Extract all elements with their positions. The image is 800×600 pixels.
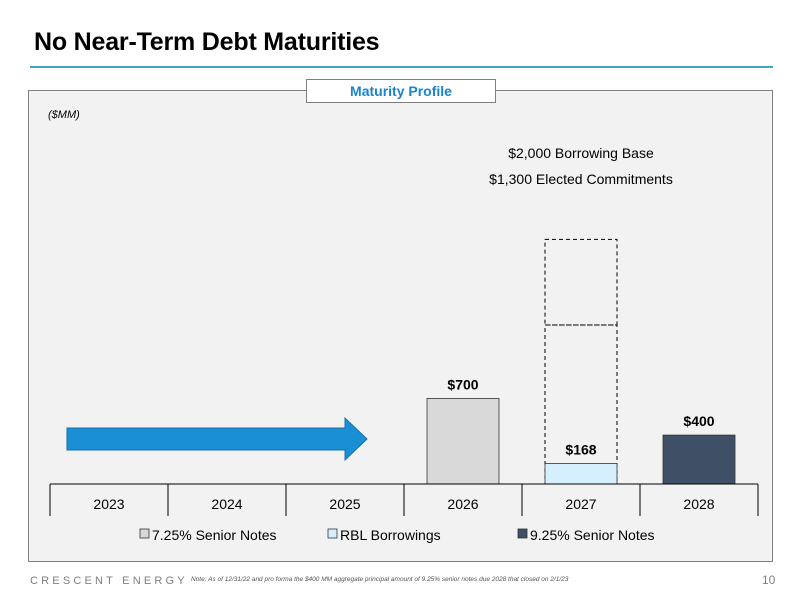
x-tick-label-2024: 2024 [211,496,242,512]
legend-swatch [517,528,528,539]
footer-note: Note: As of 12/31/22 and pro forma the $… [191,576,569,583]
elected-commitments-label: $1,300 Elected Commitments [489,171,673,187]
bar-7-25-senior-notes-2026 [426,397,500,485]
legend-label: 9.25% Senior Notes [530,527,655,543]
slide-title: No Near-Term Debt Maturities [34,28,380,56]
legend-swatch [139,528,150,539]
panel-header: Maturity Profile [306,79,496,103]
chart-panel [28,90,773,562]
x-tick-label-2028: 2028 [683,496,714,512]
x-tick-label-2027: 2027 [565,496,596,512]
data-label-2027: $168 [565,441,596,457]
borrowing-base-box [544,238,618,326]
page-number: 10 [762,573,776,587]
legend-swatch [327,528,338,539]
x-tick-label-2025: 2025 [329,496,360,512]
title-divider [30,66,773,68]
right-arrow-icon [66,416,368,462]
borrowing-base-label: $2,000 Borrowing Base [508,145,654,161]
x-tick-label-2026: 2026 [447,496,478,512]
legend-label: 7.25% Senior Notes [152,527,277,543]
bar-9-25-senior-notes-2028 [662,434,736,485]
data-label-2028: $400 [683,413,714,429]
brand-logo-text: CRESCENT ENERGY [30,575,188,587]
unit-label: ($MM) [48,109,80,121]
elected-commitments-box [544,324,618,485]
x-tick-label-2023: 2023 [93,496,124,512]
data-label-2026: $700 [447,376,478,392]
legend-label: RBL Borrowings [340,527,441,543]
bar-rbl-borrowings-2027 [544,463,618,485]
